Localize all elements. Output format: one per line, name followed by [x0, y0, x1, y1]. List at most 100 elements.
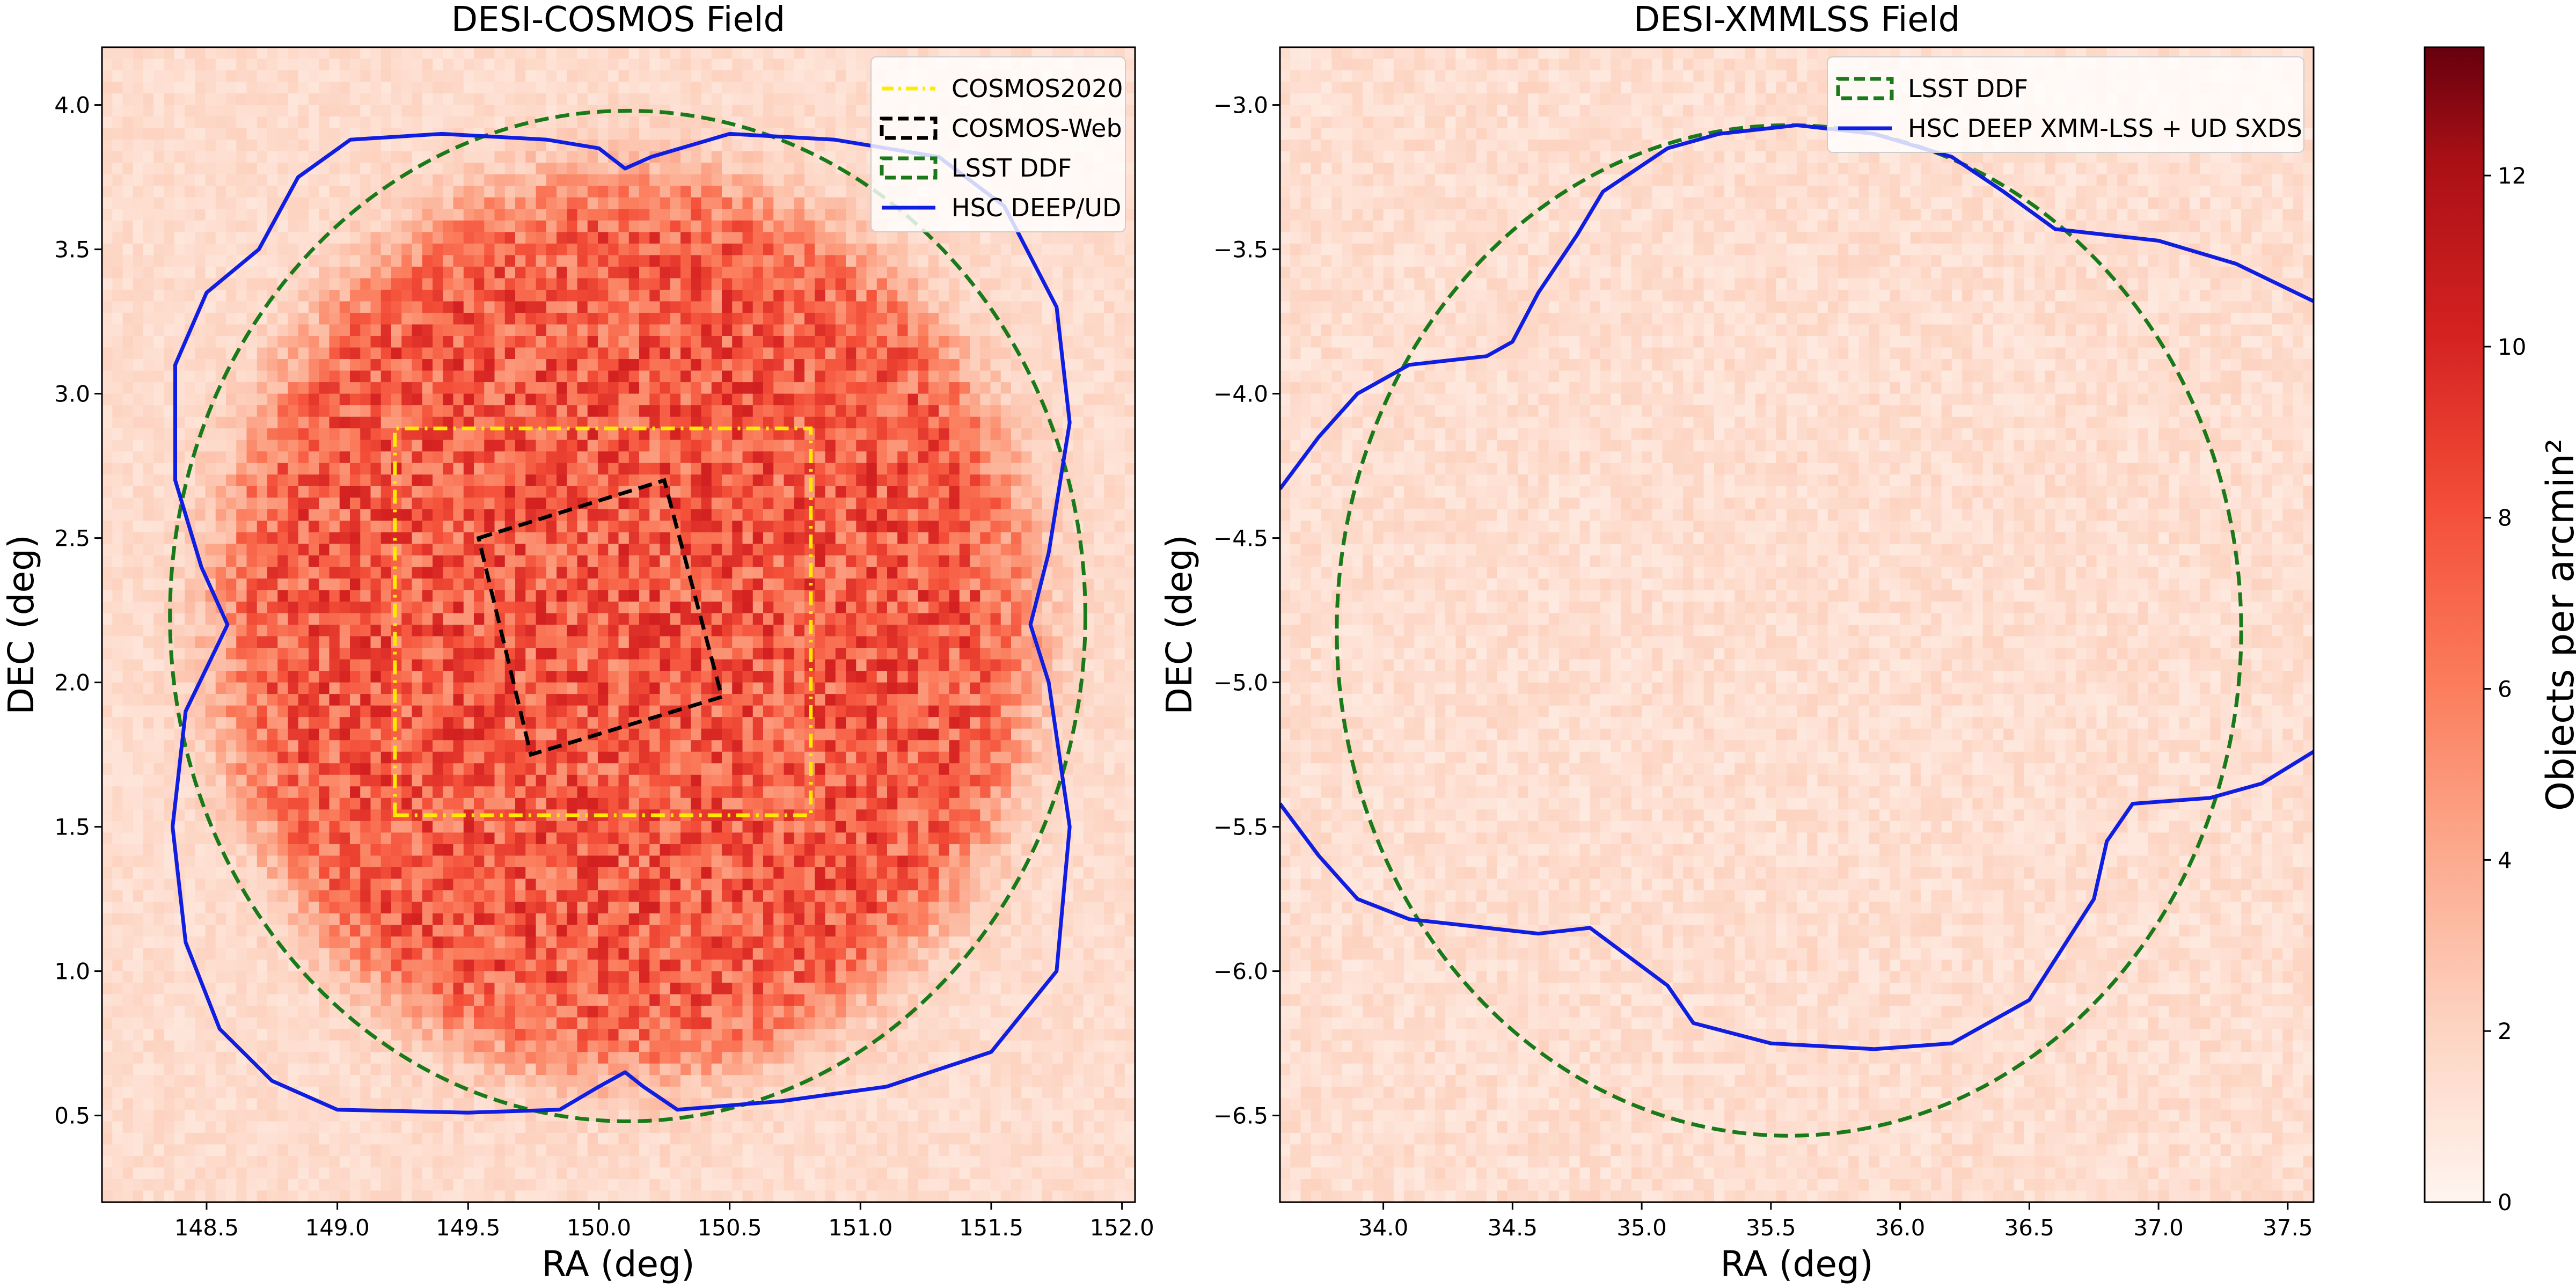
- heatmap-cell: [205, 567, 216, 579]
- heatmap-cell: [267, 105, 278, 117]
- heatmap-cell: [164, 1017, 175, 1029]
- heatmap-cell: [484, 948, 495, 960]
- heatmap-cell: [380, 105, 392, 117]
- heatmap-cell: [546, 786, 557, 799]
- heatmap-cell: [122, 440, 134, 452]
- heatmap-cell: [143, 613, 154, 625]
- heatmap-cell: [360, 116, 371, 129]
- heatmap-cell: [288, 867, 299, 880]
- heatmap-cell: [608, 983, 619, 995]
- heatmap-cell: [143, 567, 154, 579]
- heatmap-cell: [133, 636, 144, 648]
- heatmap-cell: [267, 347, 278, 360]
- heatmap-cell: [195, 463, 206, 475]
- heatmap-cell: [226, 567, 237, 579]
- heatmap-cell: [267, 751, 278, 764]
- heatmap-cell: [112, 682, 123, 694]
- heatmap-cell: [463, 463, 474, 475]
- heatmap-cell: [557, 58, 567, 71]
- heatmap-cell: [164, 370, 175, 383]
- heatmap-cell: [215, 960, 226, 972]
- heatmap-cell: [277, 47, 289, 60]
- heatmap-cell: [474, 1144, 485, 1157]
- heatmap-cell: [370, 694, 382, 706]
- heatmap-cell: [277, 1086, 289, 1099]
- heatmap-cell: [515, 1179, 526, 1191]
- heatmap-cell: [494, 705, 506, 718]
- heatmap-cell: [536, 266, 547, 279]
- heatmap-cell: [360, 312, 371, 325]
- heatmap-cell: [122, 509, 134, 521]
- heatmap-cell: [360, 1017, 371, 1029]
- heatmap-cell: [246, 1121, 258, 1133]
- heatmap-cell: [401, 797, 413, 810]
- heatmap-cell: [598, 590, 609, 602]
- heatmap-cell: [453, 532, 464, 544]
- heatmap-cell: [226, 648, 237, 660]
- heatmap-cell: [257, 451, 268, 464]
- heatmap-cell: [164, 151, 175, 163]
- heatmap-cell: [350, 105, 361, 117]
- heatmap-cell: [329, 197, 340, 209]
- heatmap-cell: [422, 347, 433, 360]
- heatmap-cell: [401, 705, 413, 718]
- heatmap-cell: [298, 809, 309, 822]
- heatmap-cell: [536, 440, 547, 452]
- heatmap-cell: [267, 243, 278, 255]
- heatmap-cell: [102, 370, 113, 383]
- heatmap-cell: [443, 590, 454, 602]
- heatmap-cell: [246, 82, 258, 94]
- heatmap-cell: [309, 1167, 319, 1180]
- heatmap-cell: [557, 786, 567, 799]
- heatmap-cell: [153, 1155, 165, 1168]
- heatmap-cell: [215, 1052, 226, 1064]
- heatmap-cell: [546, 1075, 557, 1087]
- heatmap-cell: [391, 1017, 402, 1029]
- heatmap-cell: [153, 983, 165, 995]
- heatmap-cell: [484, 255, 495, 267]
- heatmap-cell: [236, 567, 247, 579]
- heatmap-cell: [433, 1155, 443, 1168]
- heatmap-cell: [380, 728, 392, 741]
- heatmap-cell: [360, 324, 371, 336]
- heatmap-cell: [401, 232, 413, 244]
- heatmap-cell: [360, 948, 371, 960]
- heatmap-cell: [608, 821, 619, 833]
- heatmap-cell: [567, 301, 578, 313]
- heatmap-cell: [422, 58, 433, 71]
- heatmap-cell: [288, 705, 299, 718]
- heatmap-cell: [133, 763, 144, 775]
- heatmap-cell: [380, 370, 392, 383]
- heatmap-cell: [257, 902, 268, 914]
- heatmap-cell: [329, 70, 340, 83]
- heatmap-cell: [360, 1052, 371, 1064]
- heatmap-cell: [494, 1040, 506, 1052]
- heatmap-cell: [257, 936, 268, 949]
- heatmap-cell: [277, 578, 289, 591]
- heatmap-cell: [525, 1052, 537, 1064]
- heatmap-cell: [608, 613, 619, 625]
- heatmap-cell: [546, 220, 557, 232]
- heatmap-cell: [567, 93, 578, 106]
- heatmap-cell: [133, 1190, 144, 1202]
- heatmap-cell: [380, 1132, 392, 1145]
- heatmap-cell: [577, 289, 588, 302]
- heatmap-cell: [288, 255, 299, 267]
- heatmap-cell: [546, 555, 557, 567]
- heatmap-cell: [443, 289, 454, 302]
- heatmap-cell: [102, 983, 113, 995]
- heatmap-cell: [298, 451, 309, 464]
- heatmap-cell: [339, 105, 350, 117]
- heatmap-cell: [401, 728, 413, 741]
- heatmap-cell: [380, 751, 392, 764]
- heatmap-cell: [546, 1190, 557, 1202]
- heatmap-cell: [494, 971, 506, 983]
- heatmap-cell: [226, 705, 237, 718]
- heatmap-cell: [153, 971, 165, 983]
- heatmap-cell: [391, 70, 402, 83]
- heatmap-cell: [236, 590, 247, 602]
- heatmap-cell: [453, 116, 464, 129]
- heatmap-cell: [133, 243, 144, 255]
- heatmap-cell: [112, 128, 123, 140]
- heatmap-cell: [339, 821, 350, 833]
